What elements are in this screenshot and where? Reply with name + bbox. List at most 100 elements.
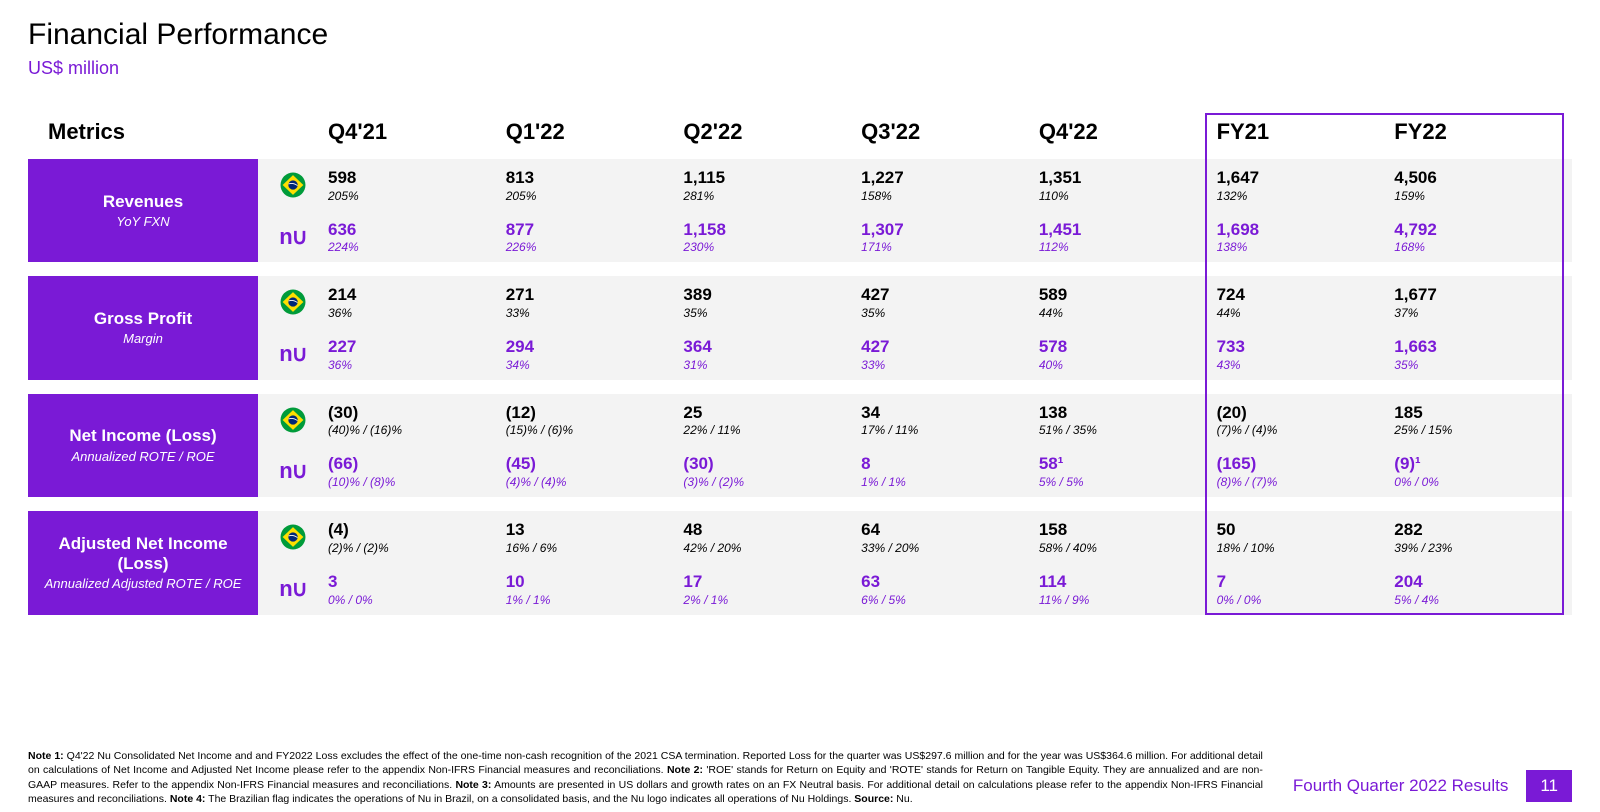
pct: 51% / 35% — [1039, 423, 1217, 437]
pct: 224% — [328, 240, 506, 254]
val-1-brand-2: 364 31% — [683, 328, 861, 380]
val-3-country-2: 48 42% / 20% — [683, 511, 861, 563]
gap-row — [28, 380, 1572, 394]
value: 1,663 — [1394, 338, 1572, 357]
val-0-brand-1: 877 226% — [506, 211, 684, 263]
val-0-brand-4: 1,451 112% — [1039, 211, 1217, 263]
val-0-brand-3: 1,307 171% — [861, 211, 1039, 263]
pct: 159% — [1394, 189, 1572, 203]
pct: 168% — [1394, 240, 1572, 254]
pct: 43% — [1217, 358, 1395, 372]
val-0-country-0: 598 205% — [328, 159, 506, 211]
value: 389 — [683, 286, 861, 305]
val-1-country-4: 589 44% — [1039, 276, 1217, 328]
results-label: Fourth Quarter 2022 Results — [1293, 776, 1508, 796]
val-2-brand-1: (45) (4)% / (4)% — [506, 445, 684, 497]
col-header-2: Q2'22 — [683, 113, 861, 159]
value: 578 — [1039, 338, 1217, 357]
val-3-brand-1: 10 1% / 1% — [506, 563, 684, 615]
val-2-brand-6: (9)¹ 0% / 0% — [1394, 445, 1572, 497]
value: 1,647 — [1217, 169, 1395, 188]
value: 589 — [1039, 286, 1217, 305]
value: 50 — [1217, 521, 1395, 540]
nu-logo-icon: n∪ — [279, 576, 307, 602]
val-2-country-0: (30) (40)% / (16)% — [328, 394, 506, 446]
val-0-brand-6: 4,792 168% — [1394, 211, 1572, 263]
pct: 33% — [861, 358, 1039, 372]
value: 427 — [861, 338, 1039, 357]
val-0-brand-0: 636 224% — [328, 211, 506, 263]
value: (30) — [328, 404, 506, 423]
val-0-country-1: 813 205% — [506, 159, 684, 211]
pct: 35% — [1394, 358, 1572, 372]
value: (4) — [328, 521, 506, 540]
val-1-country-3: 427 35% — [861, 276, 1039, 328]
pct: 44% — [1217, 306, 1395, 320]
pct: (15)% / (6)% — [506, 423, 684, 437]
value: 64 — [861, 521, 1039, 540]
brazil-flag-icon — [258, 394, 328, 446]
pct: 17% / 11% — [861, 423, 1039, 437]
val-2-country-6: 185 25% / 15% — [1394, 394, 1572, 446]
brazil-flag-icon — [280, 172, 306, 198]
val-3-brand-4: 114 11% / 9% — [1039, 563, 1217, 615]
val-0-country-5: 1,647 132% — [1217, 159, 1395, 211]
pct: 36% — [328, 306, 506, 320]
value: 4,506 — [1394, 169, 1572, 188]
val-1-country-0: 214 36% — [328, 276, 506, 328]
metric-label-0: Revenues YoY FXN — [28, 159, 258, 262]
val-3-country-5: 50 18% / 10% — [1217, 511, 1395, 563]
val-1-brand-0: 227 36% — [328, 328, 506, 380]
pct: 33% / 20% — [861, 541, 1039, 555]
footer: Note 1: Q4'22 Nu Consolidated Net Income… — [28, 749, 1572, 806]
value: 114 — [1039, 573, 1217, 592]
pct: (8)% / (7)% — [1217, 475, 1395, 489]
value: 158 — [1039, 521, 1217, 540]
value: (12) — [506, 404, 684, 423]
value: 598 — [328, 169, 506, 188]
metric-label-2: Net Income (Loss) Annualized ROTE / ROE — [28, 394, 258, 497]
nu-logo-icon: n∪ — [279, 224, 307, 250]
pct: 138% — [1217, 240, 1395, 254]
val-3-brand-2: 17 2% / 1% — [683, 563, 861, 615]
val-3-country-3: 64 33% / 20% — [861, 511, 1039, 563]
nu-logo-icon: n∪ — [258, 211, 328, 263]
pct: 6% / 5% — [861, 593, 1039, 607]
value: 63 — [861, 573, 1039, 592]
value: 364 — [683, 338, 861, 357]
pct: (40)% / (16)% — [328, 423, 506, 437]
pct: 0% / 0% — [1394, 475, 1572, 489]
val-3-brand-3: 63 6% / 5% — [861, 563, 1039, 615]
val-3-brand-0: 3 0% / 0% — [328, 563, 506, 615]
val-2-brand-5: (165) (8)% / (7)% — [1217, 445, 1395, 497]
pct: 2% / 1% — [683, 593, 861, 607]
value: 1,158 — [683, 221, 861, 240]
metric-sub-2: Annualized ROTE / ROE — [71, 449, 214, 465]
val-2-country-3: 34 17% / 11% — [861, 394, 1039, 446]
note-2-label: Note 2: — [667, 764, 703, 776]
metric-main-1: Gross Profit — [94, 309, 192, 329]
val-2-country-2: 25 22% / 11% — [683, 394, 861, 446]
val-1-brand-1: 294 34% — [506, 328, 684, 380]
val-0-country-2: 1,115 281% — [683, 159, 861, 211]
metric-main-3: Adjusted Net Income (Loss) — [38, 534, 248, 575]
page-subtitle: US$ million — [28, 58, 1572, 79]
nu-logo-icon: n∪ — [258, 445, 328, 497]
pct: 34% — [506, 358, 684, 372]
page-title: Financial Performance — [28, 18, 1572, 52]
val-1-country-6: 1,677 37% — [1394, 276, 1572, 328]
value: 1,451 — [1039, 221, 1217, 240]
footer-right: Fourth Quarter 2022 Results 11 — [1293, 770, 1572, 806]
metric-main-2: Net Income (Loss) — [69, 426, 216, 446]
brazil-flag-icon — [280, 289, 306, 315]
val-3-brand-5: 7 0% / 0% — [1217, 563, 1395, 615]
value: 204 — [1394, 573, 1572, 592]
pct: 112% — [1039, 240, 1217, 254]
pct: 1% / 1% — [861, 475, 1039, 489]
val-0-brand-5: 1,698 138% — [1217, 211, 1395, 263]
pct: 22% / 11% — [683, 423, 861, 437]
val-3-country-6: 282 39% / 23% — [1394, 511, 1572, 563]
pct: 31% — [683, 358, 861, 372]
value: 636 — [328, 221, 506, 240]
value: 1,115 — [683, 169, 861, 188]
